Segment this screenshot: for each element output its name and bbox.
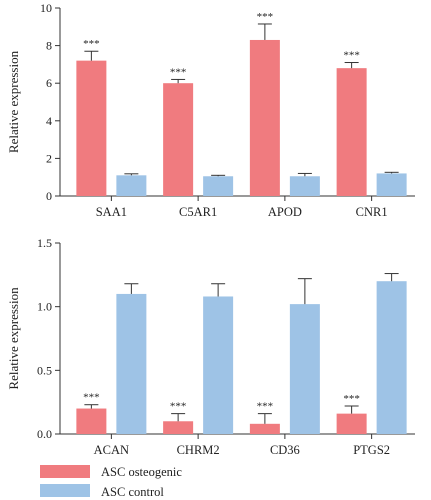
y-axis-title: Relative expression xyxy=(6,50,21,153)
bar-chrm2-osteogenic xyxy=(163,421,194,434)
bar-chrm2-control xyxy=(203,296,234,434)
significance-label: *** xyxy=(343,50,360,62)
significance-label: *** xyxy=(83,38,100,50)
y-tick-label: 8 xyxy=(46,39,52,53)
bar-cd36-control xyxy=(289,304,320,434)
y-tick-label: 1.5 xyxy=(37,236,52,250)
legend: ASC osteogenic ASC control xyxy=(40,465,182,499)
bar-apod-osteogenic xyxy=(249,39,280,197)
significance-label: *** xyxy=(257,11,274,23)
y-tick-label: 10 xyxy=(40,1,52,15)
bar-apod-control xyxy=(289,176,320,196)
bar-ptgs2-osteogenic xyxy=(336,413,367,434)
legend-swatch-control xyxy=(40,484,90,497)
category-label-apod: APOD xyxy=(268,205,302,219)
y-tick-label: 0.5 xyxy=(37,363,52,377)
significance-label: *** xyxy=(343,393,360,405)
category-label-c5ar1: C5AR1 xyxy=(179,205,217,219)
chart-panel-bottom: 0.0 0.5 1.0 1.5 Relative expression *** ACAN **… xyxy=(6,236,415,457)
significance-label: *** xyxy=(83,392,100,404)
legend-swatch-osteogenic xyxy=(40,465,90,478)
y-tick-label: 2 xyxy=(46,151,52,165)
legend-label-control: ASC control xyxy=(101,485,164,499)
bar-saa1-osteogenic xyxy=(76,60,107,196)
bar-acan-control xyxy=(116,293,147,434)
category-label-cnr1: CNR1 xyxy=(356,205,388,219)
y-tick-label: 1.0 xyxy=(37,300,52,314)
y-axis-title: Relative expression xyxy=(6,287,21,390)
category-label-ptgs2: PTGS2 xyxy=(353,443,390,457)
category-label-saa1: SAA1 xyxy=(96,205,127,219)
bar-cnr1-control xyxy=(376,173,407,196)
y-tick-label: 4 xyxy=(46,114,52,128)
legend-label-osteogenic: ASC osteogenic xyxy=(101,465,182,479)
bar-ptgs2-control xyxy=(376,281,407,434)
significance-label: *** xyxy=(257,401,274,413)
y-tick-label: 6 xyxy=(46,76,52,90)
significance-label: *** xyxy=(170,66,187,78)
chart-panel-top: 0 2 4 6 8 10 Relative expression *** SAA1 *** C5AR… xyxy=(6,1,415,219)
bar-c5ar1-control xyxy=(203,176,234,196)
y-tick-label: 0 xyxy=(46,189,52,203)
significance-label: *** xyxy=(170,401,187,413)
bar-cnr1-osteogenic xyxy=(336,68,367,196)
category-label-acan: ACAN xyxy=(94,443,129,457)
bar-acan-osteogenic xyxy=(76,408,107,434)
bar-cd36-osteogenic xyxy=(249,423,280,434)
category-label-chrm2: CHRM2 xyxy=(177,443,220,457)
y-tick-label: 0.0 xyxy=(37,427,52,441)
category-label-cd36: CD36 xyxy=(270,443,300,457)
bar-c5ar1-osteogenic xyxy=(163,83,194,196)
bar-saa1-control xyxy=(116,175,147,196)
